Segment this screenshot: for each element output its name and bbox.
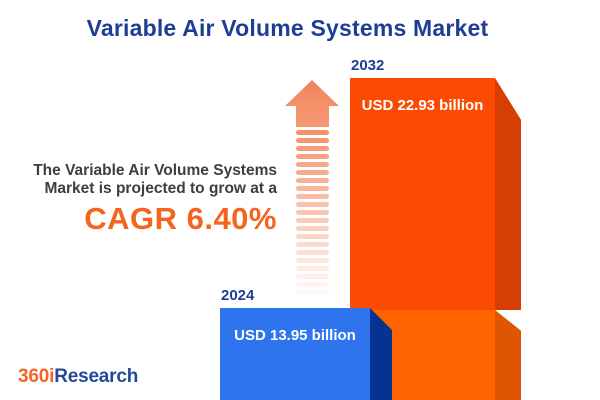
bar-2032-side-upper [495,78,521,310]
bar-2032-year-label: 2032 [351,57,385,74]
arrow-stripe [296,186,329,191]
bar-2024-year-label: 2024 [221,287,255,304]
bar-2032-front-upper [350,78,495,310]
arrow-stripe [296,282,329,287]
bar-2024-value-label: USD 13.95 billion [234,327,356,344]
page-title: Variable Air Volume Systems Market [86,15,489,41]
bar-2032-side-lower [495,310,521,400]
arrow-stripe [296,146,329,151]
arrow-stripe [296,258,329,263]
arrow-stripe [296,290,329,295]
brand-logo-360i: 360i [18,366,55,387]
arrow-stripe [296,170,329,175]
arrow-head-icon [285,80,339,106]
arrow-stripe [296,218,329,223]
arrow-stripe [296,266,329,271]
arrow-stripe [296,250,329,255]
bar-2024-side [370,308,392,400]
insight-line-2: Market is projected to grow at a [44,180,277,197]
insight-text: The Variable Air Volume Systems Market i… [33,162,277,235]
arrow-stripe [296,274,329,279]
bar-2024-front [220,308,370,400]
arrow-stripe [296,138,329,143]
arrow-stripe [296,154,329,159]
arrow-stripe [296,194,329,199]
brand-logo: 360iResearch [18,366,138,388]
arrow-neck [296,105,329,127]
arrow-stripe [296,130,329,135]
insight-line-1: The Variable Air Volume Systems [33,162,277,179]
arrow-stripe [296,202,329,207]
cagr-value: CAGR 6.40% [84,201,277,236]
arrow-stripe [296,178,329,183]
arrow-stripe [296,226,329,231]
arrow-stripe [296,242,329,247]
arrow-shaft [296,130,329,295]
arrow-stripe [296,234,329,239]
arrow-stripe [296,162,329,167]
brand-logo-research: Research [54,366,139,387]
arrow-stripe [296,210,329,215]
bar-2032-value-label: USD 22.93 billion [361,97,484,114]
